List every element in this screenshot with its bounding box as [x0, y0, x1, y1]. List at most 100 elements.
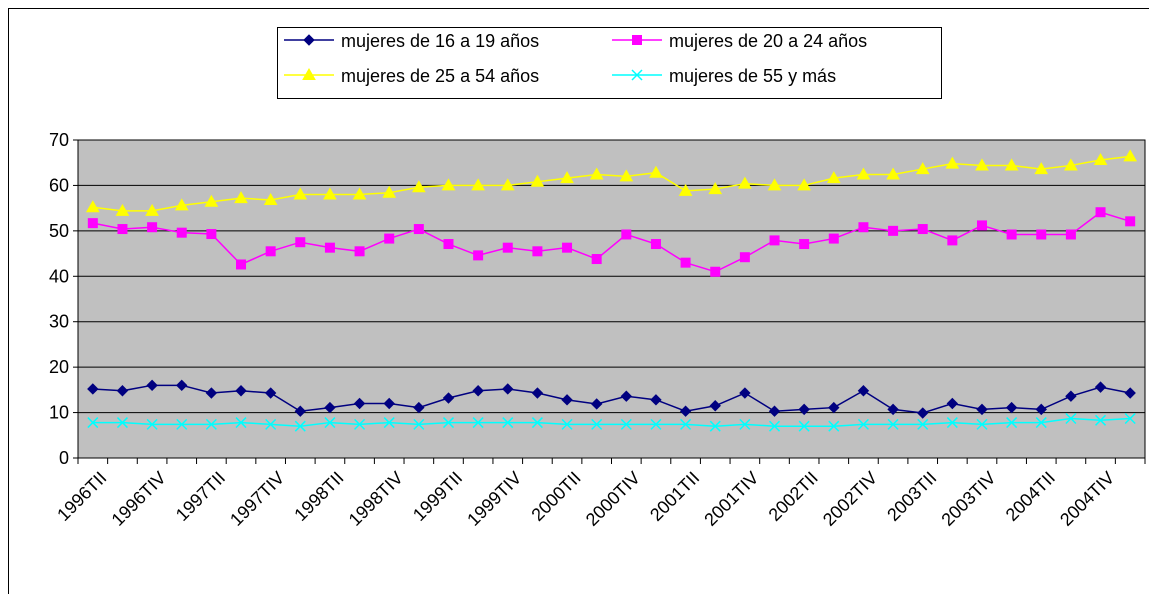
- point: [917, 418, 929, 430]
- point: [176, 379, 188, 392]
- y-tick-label: 0: [59, 448, 69, 468]
- point: [915, 162, 930, 175]
- point: [1094, 381, 1107, 393]
- point: [413, 418, 425, 430]
- point: [620, 418, 632, 430]
- point: [116, 385, 129, 397]
- point: [589, 167, 604, 180]
- point: [945, 156, 960, 169]
- point: [147, 222, 158, 233]
- point: [382, 185, 397, 198]
- point: [502, 242, 513, 253]
- point: [176, 227, 187, 238]
- point: [561, 394, 573, 406]
- point: [678, 183, 693, 196]
- point: [560, 171, 574, 184]
- point: [857, 385, 870, 397]
- point: [383, 397, 395, 410]
- point: [502, 383, 514, 395]
- point: [324, 242, 335, 253]
- point: [87, 383, 99, 395]
- plot-background: [78, 140, 1145, 458]
- point: [768, 420, 781, 432]
- point: [205, 387, 218, 399]
- point: [87, 417, 99, 429]
- point: [650, 418, 662, 430]
- point: [264, 387, 277, 399]
- point: [384, 233, 395, 244]
- series-line: [92, 417, 1131, 427]
- point: [917, 224, 928, 235]
- point: [888, 225, 899, 236]
- point: [857, 418, 869, 430]
- point: [413, 401, 425, 414]
- point: [502, 417, 514, 429]
- point: [976, 418, 988, 430]
- point: [828, 233, 839, 244]
- point: [236, 259, 247, 270]
- point: [383, 417, 395, 429]
- point: [174, 198, 189, 211]
- point: [769, 235, 780, 246]
- point: [1095, 207, 1106, 218]
- point: [828, 401, 840, 414]
- y-tick-label: 20: [49, 357, 69, 377]
- point: [324, 417, 336, 429]
- point: [1124, 412, 1136, 425]
- point: [856, 167, 871, 180]
- point: [530, 174, 545, 187]
- point: [738, 176, 752, 189]
- point: [768, 405, 781, 417]
- point: [324, 401, 336, 414]
- point: [680, 418, 692, 430]
- point: [472, 417, 484, 429]
- series-line: [92, 155, 1131, 212]
- y-tick-label: 50: [49, 221, 69, 241]
- point: [205, 418, 217, 430]
- point: [739, 252, 750, 263]
- point: [532, 246, 543, 257]
- point: [798, 403, 810, 416]
- point: [302, 67, 316, 80]
- point: [797, 178, 812, 191]
- legend-label: mujeres de 20 a 24 años: [669, 31, 867, 51]
- point: [975, 158, 989, 171]
- point: [1065, 229, 1076, 240]
- point: [116, 417, 128, 429]
- point: [826, 171, 841, 184]
- point: [531, 417, 543, 429]
- point: [708, 182, 723, 195]
- y-tick-label: 10: [49, 403, 69, 423]
- point: [1064, 158, 1078, 171]
- point: [976, 403, 988, 416]
- point: [531, 387, 544, 399]
- point: [235, 385, 247, 397]
- point: [739, 418, 751, 430]
- point: [709, 400, 721, 412]
- point: [87, 218, 98, 229]
- point: [115, 203, 130, 216]
- point: [206, 229, 217, 240]
- point: [146, 379, 158, 392]
- point: [798, 420, 810, 432]
- point: [858, 222, 869, 233]
- point: [294, 405, 306, 417]
- point: [946, 417, 958, 429]
- point: [354, 246, 365, 257]
- point: [621, 229, 632, 240]
- point: [234, 191, 248, 204]
- point: [739, 387, 751, 399]
- point: [293, 187, 308, 200]
- point: [947, 235, 958, 246]
- point: [442, 392, 455, 404]
- point: [1006, 417, 1018, 429]
- point: [85, 200, 100, 213]
- point: [1006, 229, 1017, 240]
- point: [590, 398, 603, 410]
- point: [303, 34, 315, 46]
- legend-box: [277, 27, 942, 99]
- point: [295, 237, 306, 248]
- point: [631, 69, 643, 81]
- point: [441, 178, 456, 191]
